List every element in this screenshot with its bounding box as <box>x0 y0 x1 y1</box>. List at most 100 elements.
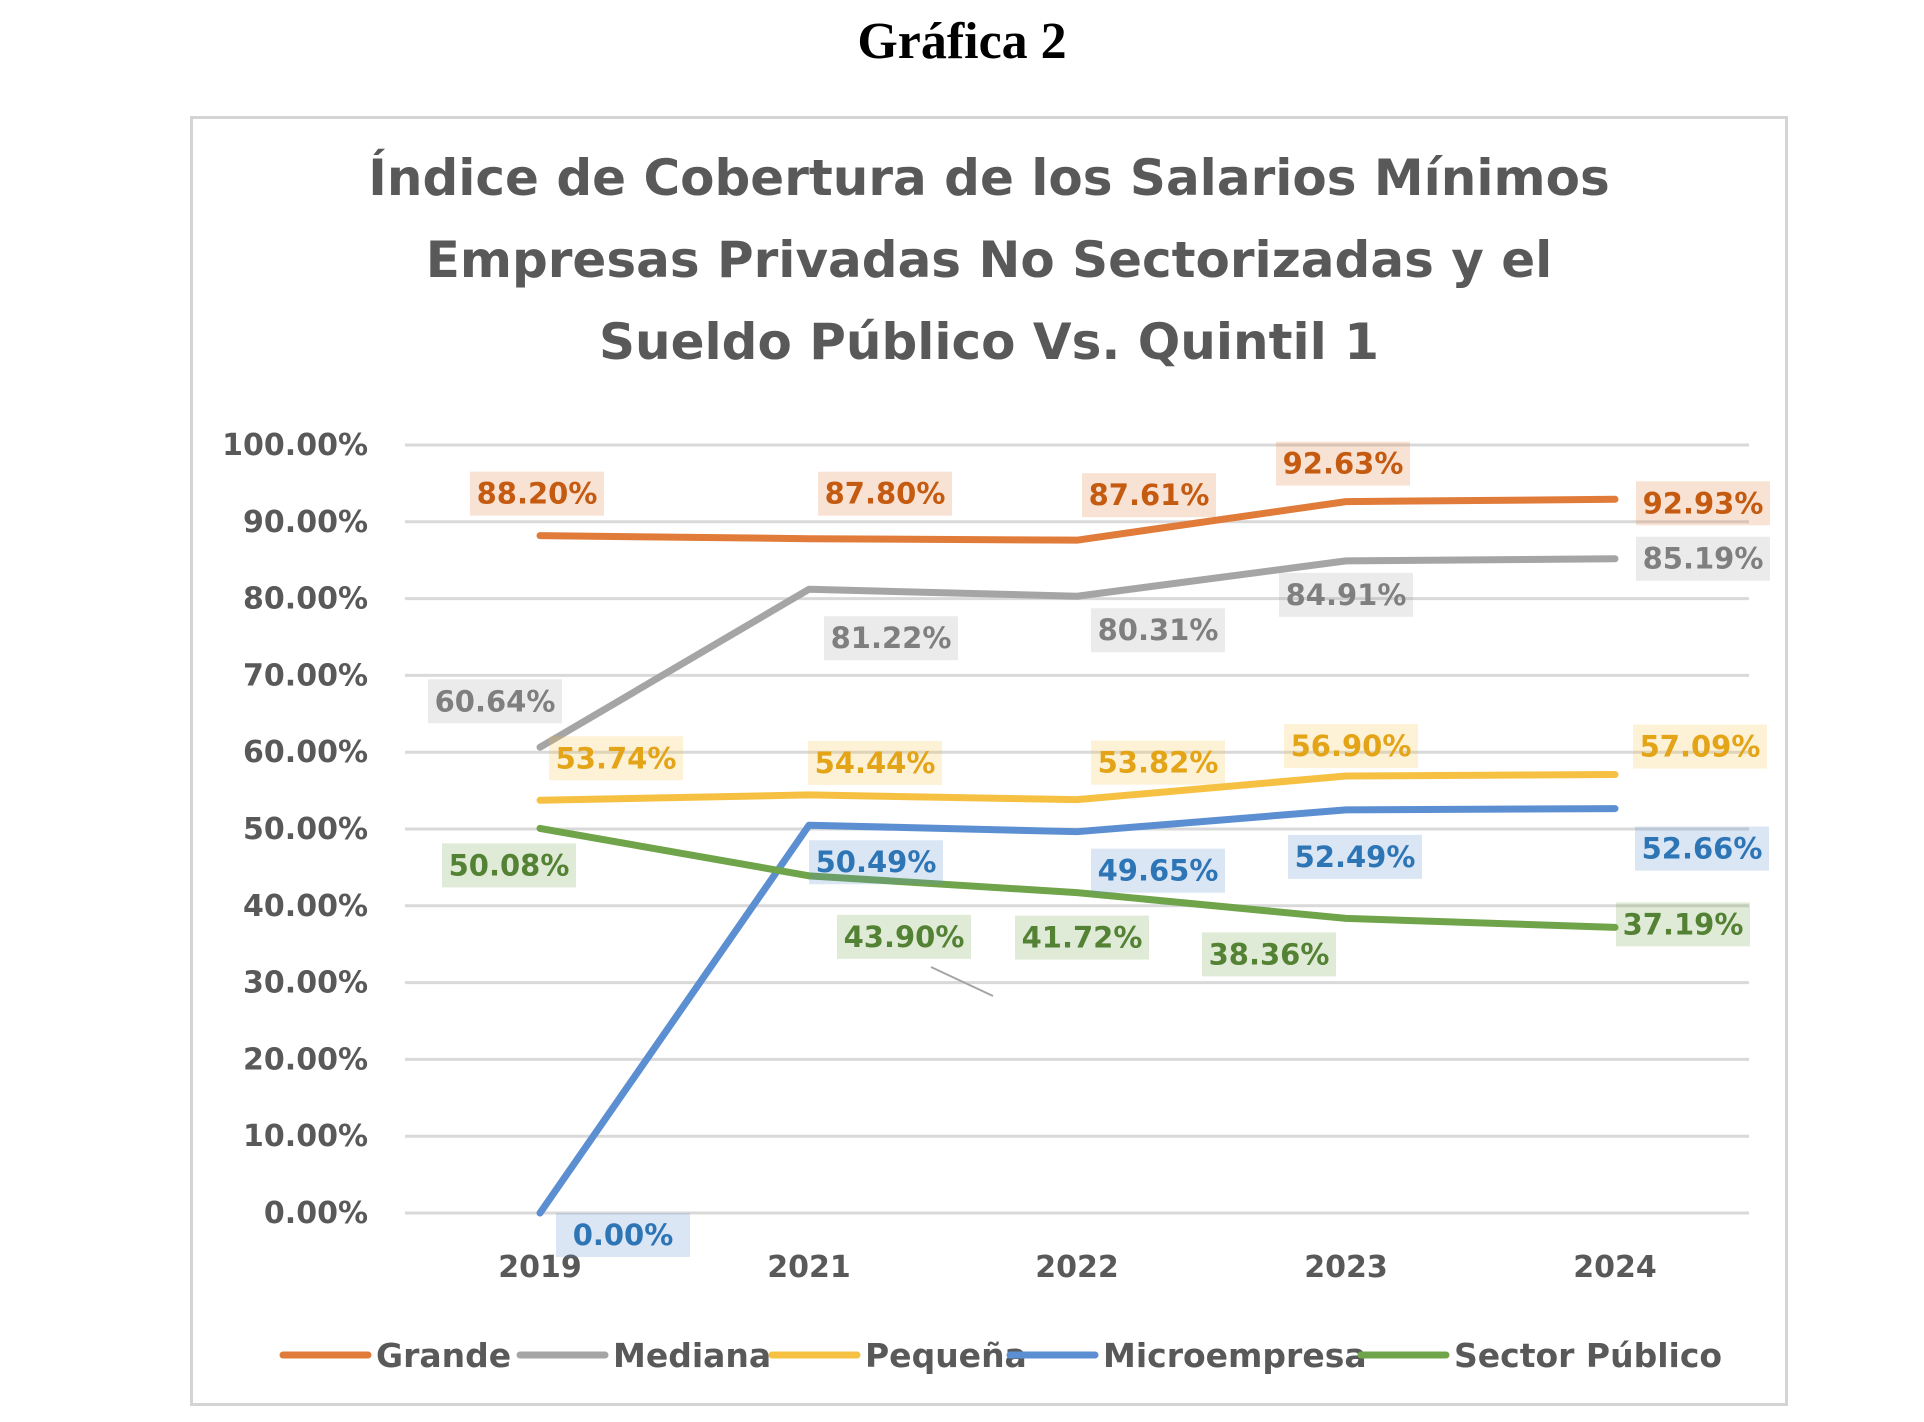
data-label-text: 52.66% <box>1642 832 1763 866</box>
y-tick-label: 20.00% <box>243 1042 368 1077</box>
data-label-box <box>470 471 604 516</box>
x-tick-label: 2022 <box>1035 1250 1119 1285</box>
data-label-box <box>1636 536 1770 581</box>
data-label: 85.19% <box>1636 536 1770 581</box>
data-label-box <box>1091 848 1225 893</box>
data-label-box <box>837 914 971 959</box>
x-tick-label: 2019 <box>498 1250 582 1285</box>
data-label: 88.20% <box>470 471 604 516</box>
data-label-box <box>809 840 943 885</box>
data-label: 84.91% <box>1279 572 1413 617</box>
data-label: 0.00% <box>556 1213 690 1257</box>
data-label-box <box>1288 834 1422 879</box>
data-label-text: 41.72% <box>1022 921 1143 955</box>
y-tick-label: 10.00% <box>243 1119 368 1154</box>
legend-label: Pequeña <box>865 1336 1027 1375</box>
data-label: 87.80% <box>818 471 952 516</box>
data-label-text: 38.36% <box>1209 937 1330 971</box>
data-label-box <box>428 679 562 724</box>
data-label: 52.49% <box>1288 834 1422 879</box>
data-label: 53.82% <box>1091 740 1225 785</box>
data-label-text: 92.93% <box>1643 486 1764 520</box>
data-label: 38.36% <box>1202 932 1336 977</box>
y-tick-label: 90.00% <box>243 505 368 540</box>
data-label-box <box>1276 441 1410 486</box>
data-label: 81.22% <box>824 616 958 661</box>
data-label-text: 81.22% <box>831 621 952 655</box>
data-label-text: 50.08% <box>449 848 570 882</box>
data-label-text: 56.90% <box>1291 729 1412 763</box>
data-label-text: 49.65% <box>1098 854 1219 888</box>
data-label-box <box>442 843 576 888</box>
data-label-box <box>1082 473 1216 518</box>
x-tick-label: 2021 <box>767 1250 851 1285</box>
data-label-text: 87.61% <box>1089 478 1210 512</box>
data-label-text: 52.49% <box>1295 840 1416 874</box>
data-label: 56.90% <box>1284 724 1418 769</box>
y-tick-label: 30.00% <box>243 966 368 1001</box>
legend-label: Mediana <box>613 1336 771 1375</box>
data-label: 87.61% <box>1082 473 1216 518</box>
data-label-box <box>808 740 942 785</box>
data-label: 54.44% <box>808 740 942 785</box>
y-tick-label: 70.00% <box>243 658 368 693</box>
data-label-box <box>1091 608 1225 653</box>
data-label: 50.49% <box>809 840 943 885</box>
data-label-box <box>1636 481 1770 526</box>
data-label: 43.90% <box>837 914 971 959</box>
data-label: 57.09% <box>1633 724 1767 769</box>
data-label: 52.66% <box>1635 826 1769 871</box>
data-label-text: 43.90% <box>844 920 965 954</box>
figure-heading: Gráfica 2 <box>857 13 1067 70</box>
line-chart: Índice de Cobertura de los Salarios Míni… <box>222 148 1770 1375</box>
data-label-text: 92.63% <box>1283 447 1404 481</box>
data-label-box <box>549 736 683 781</box>
y-tick-label: 100.00% <box>222 428 368 463</box>
data-label-box <box>1616 902 1750 947</box>
data-label-text: 0.00% <box>573 1218 674 1252</box>
data-label-box <box>1091 740 1225 785</box>
data-label-text: 57.09% <box>1640 730 1761 764</box>
series-line-pequeña <box>536 771 1619 804</box>
data-label-text: 37.19% <box>1623 907 1744 941</box>
chart-frame: Índice de Cobertura de los Salarios Míni… <box>190 116 1788 1406</box>
x-tick-label: 2024 <box>1573 1250 1657 1285</box>
legend-label: Sector Público <box>1454 1336 1722 1375</box>
series-line-mediana <box>536 555 1619 751</box>
series-line-microempresa <box>536 805 1619 1217</box>
data-label-box <box>824 616 958 661</box>
data-label: 80.31% <box>1091 608 1225 653</box>
y-tick-label: 0.00% <box>264 1196 368 1231</box>
data-label-text: 60.64% <box>435 684 556 718</box>
label-leader-line <box>930 966 994 997</box>
data-label-box <box>556 1213 690 1257</box>
data-label: 53.74% <box>549 736 683 781</box>
data-label-box <box>1279 572 1413 617</box>
chart-title-line-1: Índice de Cobertura de los Salarios Míni… <box>368 148 1609 207</box>
data-label: 41.72% <box>1015 915 1149 960</box>
legend-label: Microempresa <box>1103 1336 1367 1375</box>
y-tick-label: 60.00% <box>243 735 368 770</box>
data-label: 60.64% <box>428 679 562 724</box>
data-label: 92.93% <box>1636 481 1770 526</box>
data-label-text: 53.74% <box>556 741 677 775</box>
data-label-text: 53.82% <box>1098 746 1219 780</box>
data-label-text: 50.49% <box>816 845 937 879</box>
y-tick-label: 40.00% <box>243 889 368 924</box>
data-label-box <box>1284 724 1418 769</box>
data-label: 92.63% <box>1276 441 1410 486</box>
data-label-box <box>1633 724 1767 769</box>
legend-label: Grande <box>376 1336 511 1375</box>
data-label-box <box>1202 932 1336 977</box>
chart-title-line-3: Sueldo Público Vs. Quintil 1 <box>599 313 1379 371</box>
data-label-box <box>1635 826 1769 871</box>
data-label-text: 85.19% <box>1643 542 1764 576</box>
series-line-grande <box>536 495 1619 544</box>
data-label: 49.65% <box>1091 848 1225 893</box>
data-label-text: 54.44% <box>815 746 936 780</box>
data-label-text: 87.80% <box>825 477 946 511</box>
data-label-box <box>818 471 952 516</box>
data-label: 37.19% <box>1616 902 1750 947</box>
x-tick-label: 2023 <box>1304 1250 1388 1285</box>
data-label-text: 80.31% <box>1098 613 1219 647</box>
